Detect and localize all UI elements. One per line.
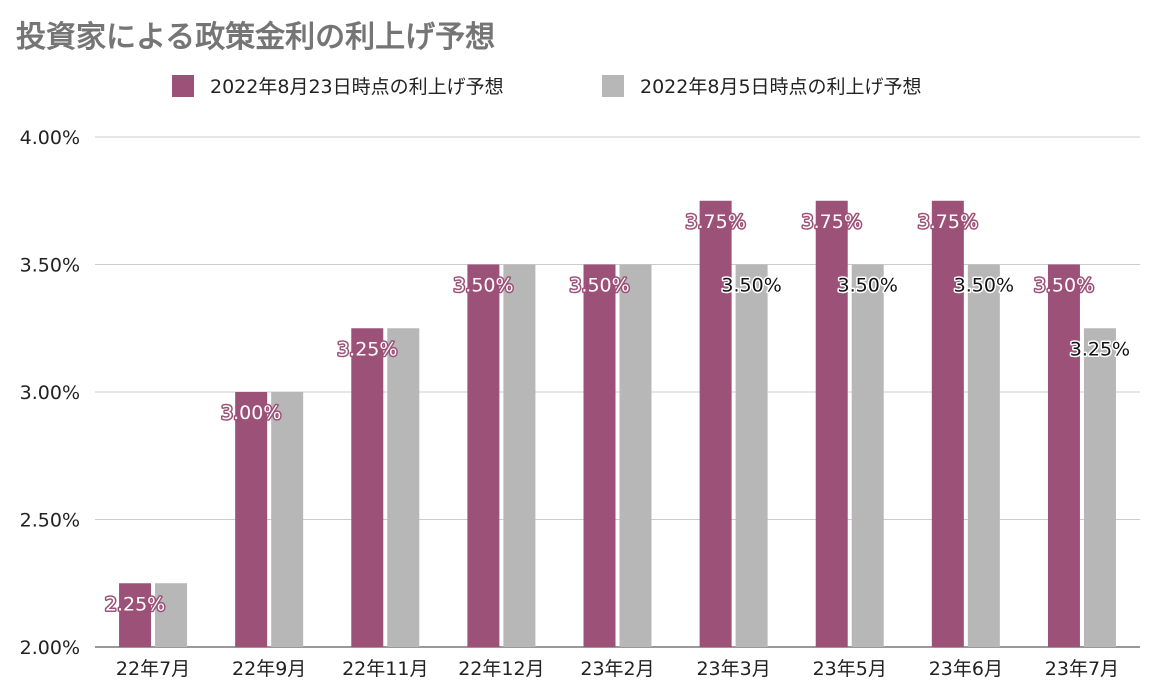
x-tick-label: 22年7月 bbox=[116, 658, 190, 680]
y-tick-label: 4.00% bbox=[20, 127, 80, 149]
gridlines bbox=[95, 136, 1140, 648]
y-tick-label: 3.50% bbox=[20, 255, 80, 277]
bar-series-1 bbox=[583, 264, 616, 647]
data-label-series-1: 3.00% bbox=[221, 402, 281, 424]
bar-series-2 bbox=[271, 392, 304, 647]
bar-series-1 bbox=[235, 392, 268, 647]
bar-series-2 bbox=[387, 328, 420, 647]
legend-swatch-series-1 bbox=[172, 75, 194, 97]
bar-series-1 bbox=[699, 200, 732, 647]
data-label-series-2: 3.50% bbox=[838, 275, 898, 297]
bar-series-2 bbox=[735, 264, 768, 647]
bar-series-1 bbox=[351, 328, 384, 647]
x-tick-label: 23年7月 bbox=[1045, 658, 1119, 680]
data-label-series-2: 3.50% bbox=[721, 275, 781, 297]
bar-series-2 bbox=[619, 264, 652, 647]
data-label-series-1: 3.75% bbox=[802, 211, 862, 233]
bar-series-1 bbox=[1047, 264, 1080, 647]
legend-label-series-1: 2022年8月23日時点の利上げ予想 bbox=[210, 76, 504, 98]
x-tick-label: 22年12月 bbox=[458, 658, 544, 680]
bar-series-1 bbox=[815, 200, 848, 647]
data-label-series-1: 3.25% bbox=[337, 338, 397, 360]
data-label-series-1: 3.75% bbox=[685, 211, 745, 233]
data-labels: 2.25% 3.00% 3.25% 3.50% 3.50% 3.75% 3.50% 3.75%… bbox=[103, 209, 1131, 617]
data-label-series-2: 3.50% bbox=[954, 275, 1014, 297]
bar-series-1 bbox=[119, 583, 152, 647]
legend-label-series-2: 2022年8月5日時点の利上げ予想 bbox=[640, 76, 922, 98]
data-label-series-2: 3.25% bbox=[1070, 338, 1130, 360]
bar-series-2 bbox=[155, 583, 188, 647]
x-tick-label: 23年2月 bbox=[580, 658, 654, 680]
bars bbox=[119, 200, 1116, 647]
data-label-series-1: 3.50% bbox=[569, 275, 629, 297]
legend: 2022年8月23日時点の利上げ予想 2022年8月5日時点の利上げ予想 bbox=[172, 75, 922, 98]
bar-series-1 bbox=[931, 200, 964, 647]
bar-series-2 bbox=[967, 264, 1000, 647]
x-tick-label: 23年6月 bbox=[929, 658, 1003, 680]
data-label-series-1: 3.75% bbox=[918, 211, 978, 233]
x-tick-label: 23年5月 bbox=[813, 658, 887, 680]
data-label-series-1: 3.50% bbox=[453, 275, 513, 297]
x-tick-label: 23年3月 bbox=[696, 658, 770, 680]
x-tick-label: 22年9月 bbox=[232, 658, 306, 680]
y-tick-label: 2.00% bbox=[20, 637, 80, 659]
bar-series-2 bbox=[503, 264, 536, 647]
y-tick-label: 2.50% bbox=[20, 510, 80, 532]
x-axis-ticks: 22年7月 22年9月 22年11月 22年12月 23年2月 23年3月 23年5月 23年… bbox=[116, 658, 1119, 680]
data-label-series-1: 3.50% bbox=[1034, 275, 1094, 297]
x-tick-label: 22年11月 bbox=[342, 658, 428, 680]
bar-series-2 bbox=[1083, 328, 1116, 647]
chart-title: 投資家による政策金利の利上げ予想 bbox=[16, 20, 496, 55]
y-tick-label: 3.00% bbox=[20, 382, 80, 404]
bar-series-2 bbox=[851, 264, 884, 647]
y-axis-ticks: 2.00% 2.50% 3.00% 3.50% 4.00% bbox=[20, 127, 80, 659]
data-label-series-1: 2.25% bbox=[105, 593, 165, 615]
bar-series-1 bbox=[467, 264, 500, 647]
legend-swatch-series-2 bbox=[602, 75, 624, 97]
